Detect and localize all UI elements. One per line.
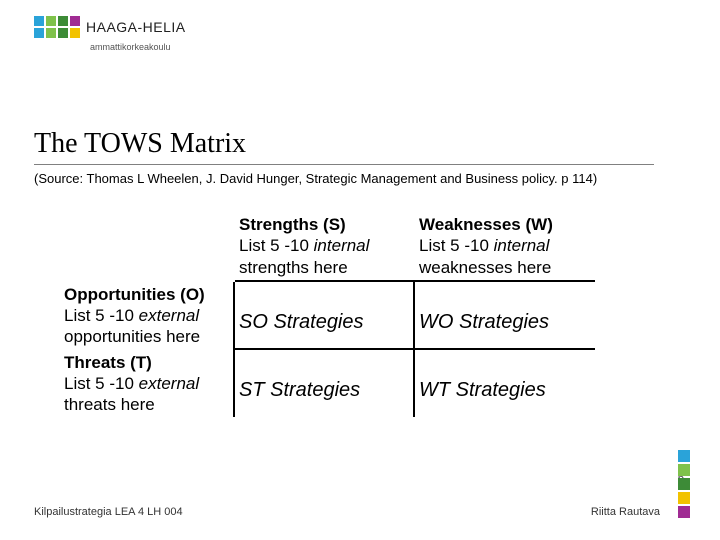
decor-square xyxy=(678,506,690,518)
logo-text: HAAGA-HELIA xyxy=(86,19,186,35)
strengths-desc-post: strengths here xyxy=(239,258,348,277)
opportunities-row: Opportunities (O) List 5 -10 external op… xyxy=(60,282,620,350)
opportunities-desc-pre: List 5 -10 xyxy=(64,306,139,325)
logo-square xyxy=(70,28,80,38)
logo-squares xyxy=(34,16,80,38)
st-strategies: ST Strategies xyxy=(235,350,415,418)
logo-square xyxy=(34,28,44,38)
wt-strategies: WT Strategies xyxy=(415,350,595,418)
decor-square xyxy=(678,450,690,462)
logo-square xyxy=(58,16,68,26)
logo-subtitle: ammattikorkeakoulu xyxy=(90,42,171,52)
logo-square xyxy=(70,16,80,26)
logo-square xyxy=(46,28,56,38)
decor-square xyxy=(678,478,690,490)
tows-matrix: Strengths (S) List 5 -10 internal streng… xyxy=(60,212,620,417)
footer-left: Kilpailustrategia LEA 4 LH 004 xyxy=(34,506,183,518)
so-strategies: SO Strategies xyxy=(235,282,415,350)
logo: HAAGA-HELIA xyxy=(34,16,186,38)
threats-row: Threats (T) List 5 -10 external threats … xyxy=(60,350,620,418)
threats-header: Threats (T) List 5 -10 external threats … xyxy=(60,350,235,418)
matrix-header-row: Strengths (S) List 5 -10 internal streng… xyxy=(60,212,620,282)
weaknesses-desc-pre: List 5 -10 xyxy=(419,236,494,255)
strengths-label: Strengths (S) xyxy=(239,215,346,234)
weaknesses-header: Weaknesses (W) List 5 -10 internal weakn… xyxy=(415,212,595,282)
opportunities-desc-post: opportunities here xyxy=(64,327,200,346)
threats-desc-ital: external xyxy=(139,374,199,393)
side-decor xyxy=(678,448,690,518)
opportunities-label: Opportunities (O) xyxy=(64,285,205,304)
weaknesses-label: Weaknesses (W) xyxy=(419,215,553,234)
decor-square xyxy=(678,492,690,504)
source-citation: (Source: Thomas L Wheelen, J. David Hung… xyxy=(34,170,674,188)
strengths-desc-ital: internal xyxy=(314,236,370,255)
decor-square xyxy=(678,464,690,476)
wo-strategies: WO Strategies xyxy=(415,282,595,350)
threats-desc-pre: List 5 -10 xyxy=(64,374,139,393)
slide: HAAGA-HELIA ammattikorkeakoulu The TOWS … xyxy=(0,0,720,540)
footer-right: Riitta Rautava xyxy=(591,506,660,518)
threats-desc-post: threats here xyxy=(64,395,155,414)
opportunities-header: Opportunities (O) List 5 -10 external op… xyxy=(60,282,235,350)
logo-square xyxy=(46,16,56,26)
slide-title: The TOWS Matrix xyxy=(34,128,246,160)
threats-label: Threats (T) xyxy=(64,353,152,372)
weaknesses-desc-post: weaknesses here xyxy=(419,258,551,277)
title-underline xyxy=(34,164,654,165)
matrix-corner-blank xyxy=(60,212,235,282)
weaknesses-desc-ital: internal xyxy=(494,236,550,255)
logo-square xyxy=(34,16,44,26)
strengths-header: Strengths (S) List 5 -10 internal streng… xyxy=(235,212,415,282)
opportunities-desc-ital: external xyxy=(139,306,199,325)
strengths-desc-pre: List 5 -10 xyxy=(239,236,314,255)
logo-square xyxy=(58,28,68,38)
